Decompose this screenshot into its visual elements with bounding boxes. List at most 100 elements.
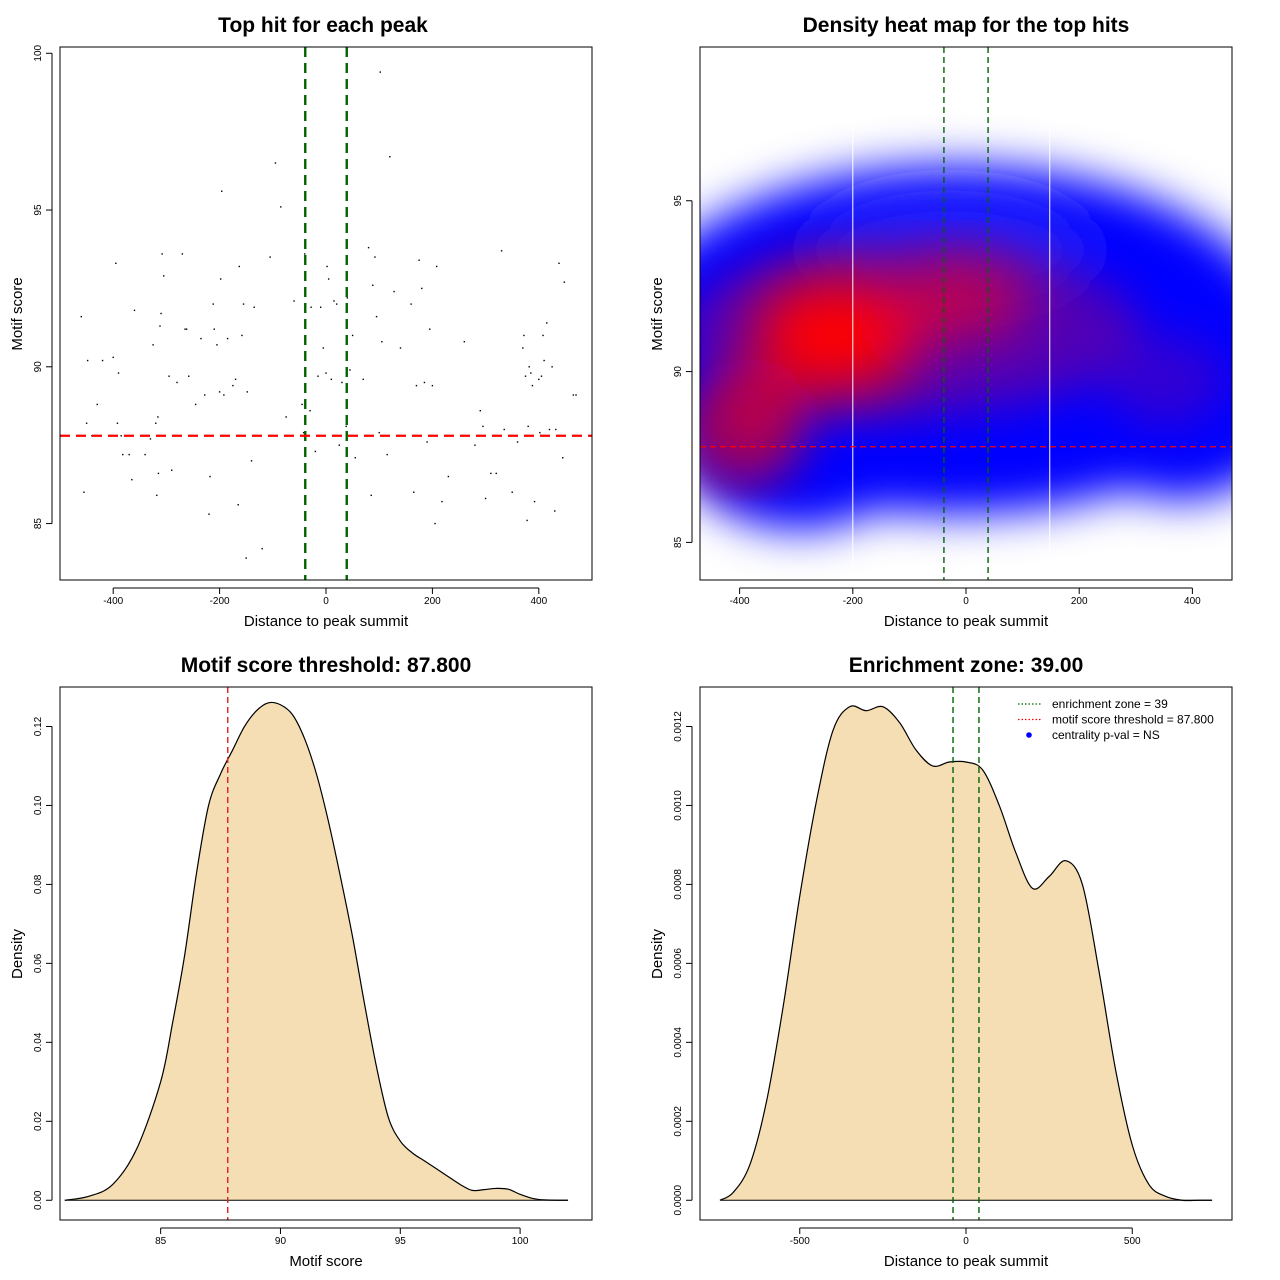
scatter-point — [551, 366, 553, 368]
density-curve — [719, 705, 1213, 1202]
scatter-point — [524, 375, 527, 377]
chart-title: Motif score threshold: 87.800 — [181, 654, 472, 677]
scatter-point — [285, 416, 287, 418]
x-tick-label: -500 — [790, 1236, 810, 1247]
scatter-point — [389, 156, 391, 158]
scatter-point — [280, 206, 282, 208]
scatter-point — [120, 435, 122, 437]
heat-blob — [1105, 335, 1225, 425]
scatter-point — [86, 359, 89, 362]
scatter-point — [157, 416, 159, 418]
scatter-point — [204, 394, 206, 396]
scatter-point — [413, 491, 415, 493]
panel-distance-density: Enrichment zone: 39.00 -500 0 500 0.0000 0.0… — [649, 654, 1233, 1270]
scatter-point — [538, 378, 540, 381]
scatter-point — [386, 453, 388, 456]
scatter-point — [531, 384, 534, 387]
scatter-point — [269, 256, 271, 258]
scatter-point — [546, 322, 548, 324]
x-axis-label: Distance to peak summit — [884, 613, 1049, 630]
scatter-point — [558, 262, 560, 265]
chart-title: Enrichment zone: 39.00 — [849, 654, 1084, 677]
x-axis-label: Distance to peak summit — [884, 1253, 1049, 1270]
scatter-point — [194, 403, 197, 406]
scatter-point — [101, 359, 104, 362]
y-tick-label: 0.0010 — [673, 790, 684, 821]
chart-title: Top hit for each peak — [218, 14, 428, 37]
scatter-point — [539, 431, 541, 434]
y-tick-label: 0.02 — [33, 1111, 44, 1131]
scatter-point — [226, 337, 229, 340]
x-axis-label: Distance to peak summit — [244, 613, 409, 630]
scatter-point — [161, 253, 163, 255]
y-tick-label: 85 — [33, 518, 44, 530]
density-curve — [64, 701, 569, 1201]
scatter-point — [293, 300, 295, 302]
scatter-point — [310, 306, 312, 308]
x-tick-label: 400 — [1184, 596, 1201, 607]
scatter-point — [122, 453, 124, 456]
y-tick-label: 0.0006 — [673, 948, 684, 979]
x-tick-label: 100 — [512, 1236, 529, 1247]
scatter-point — [325, 372, 327, 374]
scatter-point — [304, 253, 306, 255]
legend-label: centrality p-val = NS — [1052, 728, 1160, 742]
x-tick-label: 0 — [963, 596, 969, 607]
scatter-point — [503, 428, 505, 431]
scatter-point — [375, 315, 378, 318]
plot-frame — [699, 46, 1233, 581]
y-axis-label: Density — [9, 928, 26, 979]
scatter-point — [160, 312, 162, 315]
scatter-point — [345, 425, 347, 428]
scatter-point — [209, 475, 211, 478]
scatter-point — [527, 425, 529, 428]
scatter-point — [117, 372, 120, 374]
scatter-point — [171, 469, 173, 471]
y-tick-label: 0.00 — [33, 1190, 44, 1210]
scatter-point — [253, 306, 255, 308]
x-tick-label: 200 — [424, 596, 441, 607]
scatter-point — [188, 375, 190, 377]
scatter-point — [302, 431, 305, 434]
scatter-point — [144, 453, 146, 456]
scatter-point — [341, 381, 343, 384]
scatter-point — [415, 384, 418, 387]
density-marks — [64, 687, 569, 1220]
y-tick-label: 95 — [673, 195, 684, 207]
scatter-point — [322, 347, 325, 349]
y-tick-label: 0.10 — [33, 795, 44, 815]
scatter-point — [218, 391, 221, 393]
scatter-point — [91, 435, 93, 437]
y-tick-label: 0.0000 — [673, 1185, 684, 1216]
scatter-point — [346, 297, 348, 299]
y-tick-label: 0.06 — [33, 953, 44, 973]
scatter-point — [181, 253, 184, 255]
x-tick-label: 400 — [530, 596, 547, 607]
scatter-point — [435, 265, 438, 268]
scatter-point — [85, 422, 88, 424]
scatter-point — [354, 457, 356, 459]
scatter-point — [374, 256, 376, 258]
scatter-point — [526, 519, 528, 522]
scatter-point — [548, 428, 551, 431]
scatter-point — [429, 328, 431, 330]
x-tick-label: -200 — [210, 596, 230, 607]
scatter-point — [511, 491, 513, 493]
scatter-point — [112, 356, 114, 359]
scatter-point — [326, 265, 328, 268]
y-tick-label: 90 — [33, 361, 44, 373]
scatter-point — [80, 315, 82, 318]
scatter-point — [237, 504, 239, 506]
scatter-point — [156, 494, 158, 497]
x-tick-label: 85 — [155, 1236, 167, 1247]
x-tick-label: -400 — [730, 596, 750, 607]
scatter-point — [246, 391, 248, 393]
scatter-point — [516, 441, 519, 443]
scatter-point — [133, 309, 136, 312]
scatter-point — [533, 500, 536, 503]
scatter-point — [431, 384, 434, 387]
scatter-point — [479, 409, 481, 412]
scatter-point — [372, 284, 374, 286]
y-tick-label: 0.0012 — [673, 711, 684, 742]
scatter-point — [319, 306, 322, 308]
